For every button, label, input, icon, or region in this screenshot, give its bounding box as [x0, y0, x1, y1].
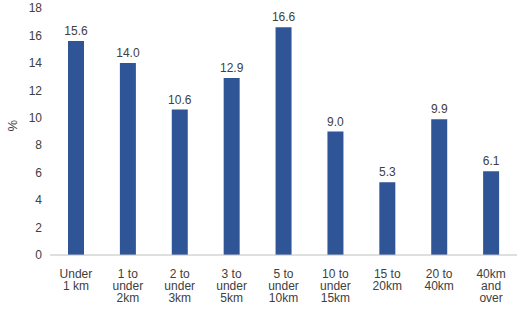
svg-text:4: 4	[35, 193, 42, 207]
svg-text:9.0: 9.0	[327, 115, 344, 129]
svg-text:14.0: 14.0	[116, 46, 140, 60]
svg-text:15.6: 15.6	[64, 24, 88, 38]
svg-text:5.3: 5.3	[379, 165, 396, 179]
svg-text:12: 12	[29, 84, 43, 98]
svg-text:5 tounder10km: 5 tounder10km	[268, 267, 299, 305]
svg-text:9.9: 9.9	[431, 102, 448, 116]
svg-text:2 tounder3km: 2 tounder3km	[164, 267, 195, 305]
svg-text:1 tounder2km: 1 tounder2km	[112, 267, 143, 305]
svg-text:40kmandover: 40kmandover	[476, 267, 505, 305]
svg-text:6.1: 6.1	[483, 154, 500, 168]
svg-text:16: 16	[29, 29, 43, 43]
svg-text:12.9: 12.9	[220, 61, 244, 75]
svg-text:3 tounder5km: 3 tounder5km	[216, 267, 247, 305]
svg-text:10.6: 10.6	[168, 93, 192, 107]
svg-text:%: %	[8, 120, 20, 132]
svg-text:20 to40km: 20 to40km	[424, 267, 453, 293]
svg-text:15 to20km: 15 to20km	[373, 267, 402, 293]
svg-text:16.6: 16.6	[272, 10, 296, 24]
svg-text:6: 6	[35, 166, 42, 180]
svg-text:Under1 km: Under1 km	[60, 267, 93, 293]
svg-text:0: 0	[35, 248, 42, 262]
svg-text:14: 14	[29, 56, 43, 70]
svg-text:18: 18	[29, 1, 43, 15]
svg-text:8: 8	[35, 138, 42, 152]
svg-text:10: 10	[29, 111, 43, 125]
svg-text:2: 2	[35, 221, 42, 235]
svg-text:10 tounder15km: 10 tounder15km	[320, 267, 351, 305]
